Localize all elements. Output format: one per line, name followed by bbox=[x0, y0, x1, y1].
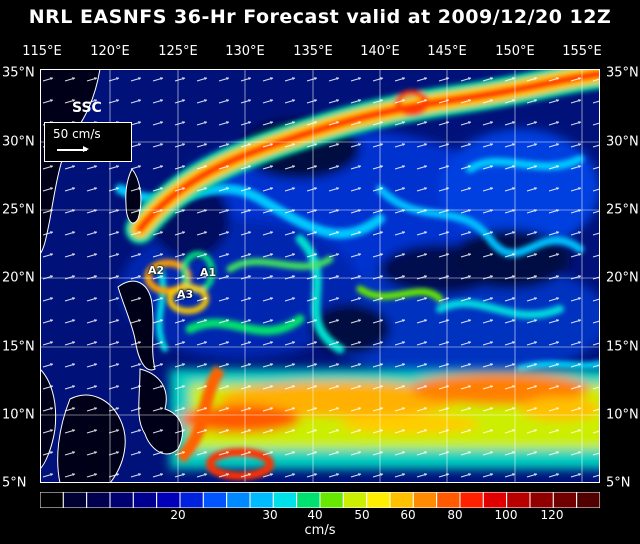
vector-scale-box: 50 cm/s bbox=[44, 122, 132, 162]
marker-a3: A3 bbox=[177, 288, 194, 301]
lon-label: 120°E bbox=[90, 44, 130, 59]
colorbar-swatch bbox=[179, 492, 204, 508]
colorbar-swatch bbox=[296, 492, 321, 508]
lon-label: 155°E bbox=[562, 44, 602, 59]
lat-label: 25°N bbox=[606, 202, 639, 218]
colorbar-tick: 20 bbox=[170, 508, 186, 522]
colorbar-swatch bbox=[529, 492, 554, 508]
current-speed-map bbox=[40, 69, 600, 483]
lat-label: 30°N bbox=[606, 134, 639, 150]
colorbar-tick: 80 bbox=[447, 508, 463, 522]
colorbar-tick: 120 bbox=[540, 508, 564, 522]
colorbar-swatch bbox=[342, 492, 368, 508]
lon-label: 140°E bbox=[360, 44, 400, 59]
lat-label: 10°N bbox=[2, 407, 35, 423]
lon-label: 115°E bbox=[22, 44, 62, 59]
colorbar-swatch bbox=[506, 492, 531, 508]
colorbar-swatch bbox=[576, 492, 600, 508]
colorbar-swatch bbox=[482, 492, 508, 508]
lat-label: 5°N bbox=[606, 475, 631, 491]
lon-label: 125°E bbox=[158, 44, 198, 59]
lat-lon-grid bbox=[40, 69, 600, 483]
colorbar-swatch bbox=[156, 492, 181, 508]
colorbar bbox=[40, 492, 600, 508]
lat-label: 10°N bbox=[606, 407, 639, 423]
colorbar-swatch bbox=[132, 492, 158, 508]
lat-label: 15°N bbox=[606, 339, 639, 355]
lat-label: 20°N bbox=[606, 270, 639, 286]
colorbar-swatch bbox=[389, 492, 414, 508]
scale-arrow-icon bbox=[57, 146, 89, 152]
colorbar-swatch bbox=[459, 492, 484, 508]
colorbar-swatch bbox=[86, 492, 111, 508]
colorbar-swatch bbox=[319, 492, 344, 508]
colorbar-tick: 30 bbox=[262, 508, 278, 522]
colorbar-swatch bbox=[412, 492, 438, 508]
colorbar-swatch bbox=[249, 492, 274, 508]
colorbar-tick: 60 bbox=[400, 508, 416, 522]
marker-a1: A1 bbox=[200, 266, 217, 279]
field-label: SSC bbox=[72, 100, 102, 116]
map-title: NRL EASNFS 36-Hr Forecast valid at 2009/… bbox=[28, 6, 612, 28]
lat-label: 35°N bbox=[2, 65, 35, 81]
colorbar-swatch bbox=[202, 492, 228, 508]
colorbar-swatch bbox=[552, 492, 578, 508]
lon-label: 135°E bbox=[293, 44, 333, 59]
colorbar-swatch bbox=[109, 492, 134, 508]
colorbar-swatch bbox=[226, 492, 251, 508]
marker-a2: A2 bbox=[148, 264, 165, 277]
scale-label: 50 cm/s bbox=[53, 127, 101, 141]
colorbar-swatch bbox=[272, 492, 298, 508]
lon-label: 145°E bbox=[427, 44, 467, 59]
velocity-vectors bbox=[40, 69, 600, 483]
colorbar-tick: 100 bbox=[494, 508, 518, 522]
colorbar-tick: 40 bbox=[307, 508, 323, 522]
colorbar-units: cm/s bbox=[304, 523, 336, 538]
lat-label: 20°N bbox=[2, 270, 35, 286]
colorbar-swatch bbox=[62, 492, 88, 508]
lon-label: 150°E bbox=[495, 44, 535, 59]
lat-label: 15°N bbox=[2, 339, 35, 355]
colorbar-swatch bbox=[40, 492, 64, 508]
lon-label: 130°E bbox=[225, 44, 265, 59]
lat-label: 25°N bbox=[2, 202, 35, 218]
colorbar-swatch bbox=[436, 492, 461, 508]
lat-label: 35°N bbox=[606, 65, 639, 81]
lat-label: 30°N bbox=[2, 134, 35, 150]
colorbar-swatch bbox=[366, 492, 391, 508]
lat-label: 5°N bbox=[2, 475, 27, 491]
colorbar-tick: 50 bbox=[354, 508, 370, 522]
